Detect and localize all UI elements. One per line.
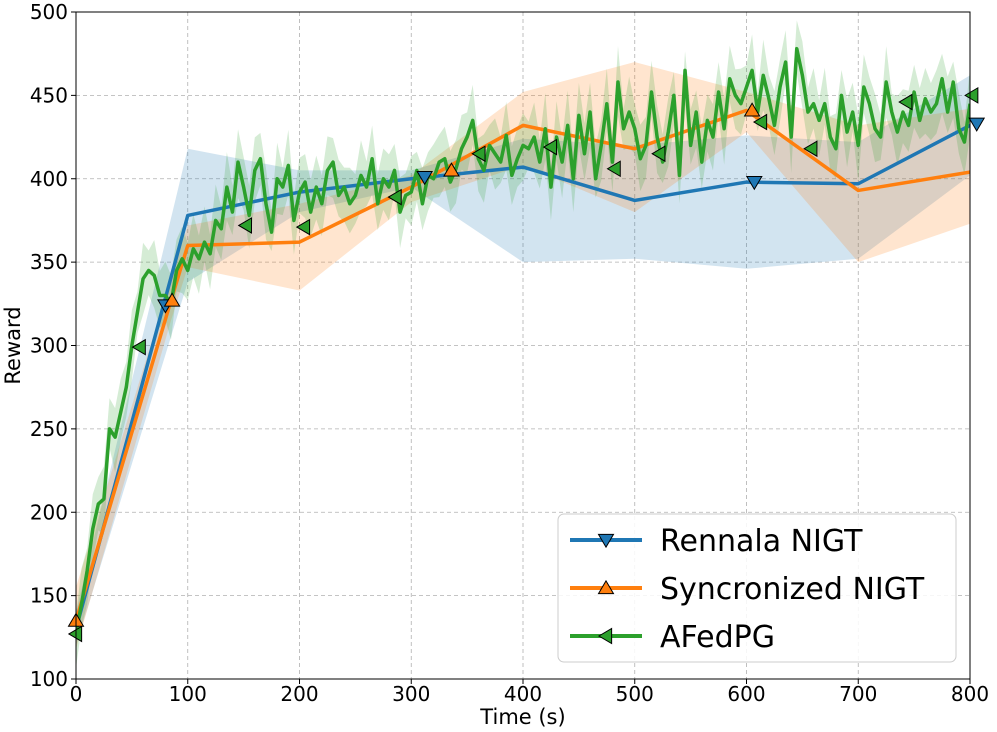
line-series-2 [76, 46, 970, 633]
legend-label-0: Rennala NIGT [660, 524, 863, 559]
legend-marker-0 [597, 533, 615, 549]
legend-marker-1 [597, 579, 615, 595]
marker-series-2 [964, 87, 979, 104]
y-axis-ticks: 100 150 200 250 300 350 400 450 500 [30, 0, 76, 691]
legend-marker-2 [597, 627, 613, 645]
marker-series-2 [131, 338, 146, 356]
marker-series-2 [803, 140, 818, 158]
y-tick-label: 350 [30, 250, 68, 274]
legend-label-1: Syncronized NIGT [660, 572, 925, 607]
band-series-1 [76, 62, 970, 649]
band-series-2 [76, 20, 970, 669]
x-tick-label: 400 [504, 682, 542, 706]
y-tick-label: 200 [30, 500, 68, 524]
marker-series-0 [416, 170, 434, 186]
legend: Rennala NIGT Syncronized NIGT AFedPG [557, 513, 957, 663]
y-tick-label: 500 [30, 0, 68, 24]
x-tick-label: 100 [169, 682, 207, 706]
x-tick-label: 600 [727, 682, 765, 706]
marker-series-0 [968, 117, 986, 132]
x-axis-label: Time (s) [479, 705, 565, 729]
x-tick-label: 500 [616, 682, 654, 706]
marker-series-2 [898, 93, 913, 111]
marker-series-2 [295, 218, 311, 236]
line-series-1 [76, 108, 970, 622]
legend-box [557, 513, 957, 663]
marker-series-2 [542, 138, 558, 156]
series-markers [67, 87, 986, 643]
marker-series-1 [443, 162, 460, 177]
marker-series-2 [752, 113, 768, 131]
x-tick-label: 300 [392, 682, 430, 706]
marker-series-2 [471, 145, 486, 163]
y-tick-label: 250 [30, 417, 68, 441]
marker-series-2 [67, 625, 83, 643]
y-tick-label: 450 [30, 83, 68, 107]
y-tick-label: 150 [30, 584, 68, 608]
marker-series-2 [651, 145, 666, 163]
y-tick-label: 100 [30, 667, 68, 691]
legend-label-2: AFedPG [660, 620, 775, 655]
marker-series-2 [606, 160, 621, 178]
marker-series-2 [387, 188, 402, 206]
marker-series-2 [237, 217, 252, 234]
x-tick-label: 700 [839, 682, 877, 706]
x-tick-label: 200 [280, 682, 318, 706]
confidence-bands [76, 20, 970, 669]
series-lines [76, 46, 970, 633]
x-tick-label: 0 [70, 682, 83, 706]
marker-series-1 [743, 102, 761, 117]
y-tick-label: 400 [30, 167, 68, 191]
y-tick-label: 300 [30, 334, 68, 358]
x-axis-ticks: 0 100 200 300 400 500 600 700 800 [70, 679, 989, 706]
band-series-0 [76, 75, 970, 646]
y-axis-label: Reward [1, 306, 25, 384]
marker-series-0 [745, 175, 763, 191]
x-tick-label: 800 [951, 682, 989, 706]
marker-series-1 [163, 292, 181, 307]
